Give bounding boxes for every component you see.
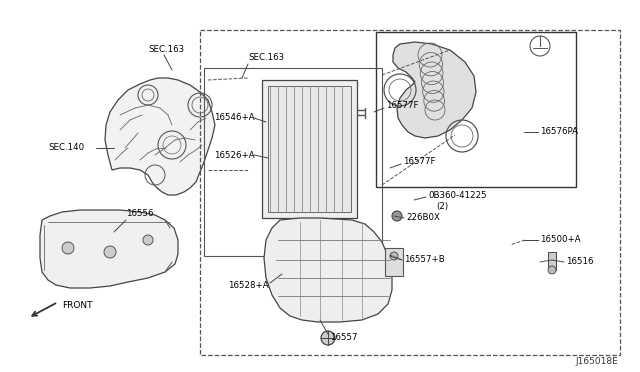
Text: 16557+B: 16557+B bbox=[404, 256, 445, 264]
Circle shape bbox=[390, 252, 398, 260]
Polygon shape bbox=[40, 210, 178, 288]
Bar bbox=[204, 68, 382, 256]
Text: 16526+A: 16526+A bbox=[214, 151, 255, 160]
Text: 226B0X: 226B0X bbox=[406, 214, 440, 222]
Circle shape bbox=[62, 242, 74, 254]
Polygon shape bbox=[393, 42, 476, 138]
Text: 16528+A: 16528+A bbox=[228, 282, 269, 291]
Bar bbox=[262, 80, 357, 218]
Circle shape bbox=[392, 211, 402, 221]
Text: 16546+A: 16546+A bbox=[214, 113, 255, 122]
Text: SEC.163: SEC.163 bbox=[248, 54, 284, 62]
Text: 16556: 16556 bbox=[126, 209, 154, 218]
Circle shape bbox=[548, 266, 556, 274]
Bar bbox=[376, 32, 576, 187]
Text: 16577F: 16577F bbox=[403, 157, 435, 167]
Bar bbox=[385, 248, 403, 276]
Bar bbox=[548, 252, 556, 270]
Circle shape bbox=[321, 331, 335, 345]
Polygon shape bbox=[264, 218, 392, 322]
Circle shape bbox=[104, 246, 116, 258]
Text: 0B360-41225: 0B360-41225 bbox=[428, 190, 486, 199]
Text: SEC.140: SEC.140 bbox=[48, 144, 84, 153]
Polygon shape bbox=[105, 78, 215, 195]
Text: 16577F: 16577F bbox=[386, 102, 419, 110]
Text: 16516: 16516 bbox=[566, 257, 593, 266]
Text: FRONT: FRONT bbox=[62, 301, 93, 310]
Text: SEC.163: SEC.163 bbox=[148, 45, 184, 55]
Bar bbox=[200, 30, 620, 355]
Circle shape bbox=[143, 235, 153, 245]
Text: 16500+A: 16500+A bbox=[540, 235, 580, 244]
Text: 16576PA: 16576PA bbox=[540, 128, 578, 137]
Bar bbox=[268, 86, 351, 212]
Text: (2): (2) bbox=[436, 202, 448, 212]
Text: J165018E: J165018E bbox=[575, 357, 618, 366]
Text: 16557: 16557 bbox=[330, 334, 358, 343]
